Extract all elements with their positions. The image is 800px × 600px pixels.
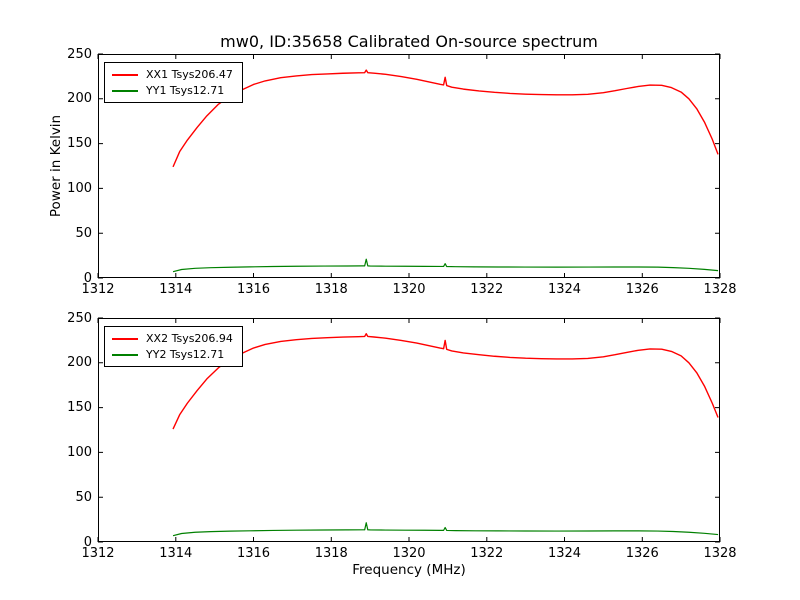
x-tick-label: 1324 [547,282,582,297]
x-tick-label: 1312 [81,282,115,297]
legend-label: XX2 Tsys206.94 [146,332,233,345]
series-line-xx1 [172,69,719,168]
x-tick-label: 1312 [81,546,115,561]
legend-line-icon [112,73,138,76]
subplot-top: XX1 Tsys206.47 YY1 Tsys12.71 1312 1314 1316… [67,47,736,298]
legend-label: YY2 Tsys12.71 [146,348,225,361]
subplot-bottom: XX2 Tsys206.94 YY2 Tsys12.71 1312 1314 1316… [67,311,736,562]
legend-item: YY1 Tsys12.71 [112,84,233,97]
y-tick-label: 0 [83,270,92,286]
x-tick-label: 1326 [625,282,659,297]
x-tick-label: 1320 [392,282,426,297]
legend: XX1 Tsys206.47 YY1 Tsys12.71 [104,62,243,103]
x-tick-label: 1314 [159,546,193,561]
series-line-yy1 [172,258,719,273]
y-tick-label: 50 [75,489,92,505]
axes-frame [98,54,720,278]
x-tick-label: 1322 [470,282,504,297]
x-tick-label: 1316 [236,546,271,561]
x-tick-label: 1328 [703,282,737,297]
legend-item: YY2 Tsys12.71 [112,348,233,361]
legend-label: YY1 Tsys12.71 [146,84,225,97]
y-tick-label: 100 [67,444,92,460]
y-axis-label: Power in Kelvin [48,114,64,218]
figure-title: mw0, ID:35658 Calibrated On-source spect… [220,32,598,51]
legend-line-icon [112,353,138,356]
axes-frame [98,318,720,542]
x-tick-label: 1318 [314,546,348,561]
plot-area [97,317,721,543]
legend: XX2 Tsys206.94 YY2 Tsys12.71 [104,326,243,367]
x-tick-label: 1326 [625,546,659,561]
legend-line-icon [112,89,138,92]
series-line-yy2 [172,522,719,537]
legend-item: XX2 Tsys206.94 [112,332,233,345]
plot-area [97,53,721,279]
x-axis-label: Frequency (MHz) [352,562,466,578]
y-tick-label: 250 [67,310,92,326]
x-tick-label: 1324 [547,546,582,561]
legend-line-icon [112,337,138,340]
x-tick-label: 1316 [236,282,271,297]
legend-item: XX1 Tsys206.47 [112,68,233,81]
series-line-xx2 [172,332,719,430]
y-tick-label: 150 [67,400,92,416]
y-tick-label: 200 [67,91,92,107]
x-tick-label: 1322 [470,546,504,561]
y-tick-label: 100 [67,180,92,196]
y-tick-label: 250 [67,46,92,62]
y-tick-label: 200 [67,355,92,371]
y-tick-label: 0 [83,534,92,550]
x-tick-label: 1318 [314,282,348,297]
y-tick-label: 150 [67,136,92,152]
x-tick-label: 1320 [392,546,426,561]
y-tick-label: 50 [75,225,92,241]
legend-label: XX1 Tsys206.47 [146,68,233,81]
x-tick-label: 1314 [159,282,193,297]
x-tick-label: 1328 [703,546,737,561]
